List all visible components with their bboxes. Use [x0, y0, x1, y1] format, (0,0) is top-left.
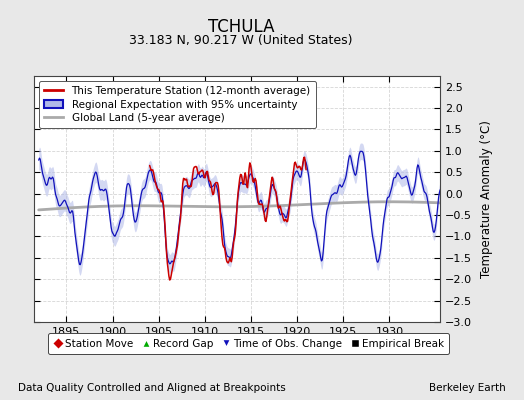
- Text: Data Quality Controlled and Aligned at Breakpoints: Data Quality Controlled and Aligned at B…: [18, 383, 286, 393]
- Text: Berkeley Earth: Berkeley Earth: [429, 383, 506, 393]
- Y-axis label: Temperature Anomaly (°C): Temperature Anomaly (°C): [481, 120, 494, 278]
- Legend: This Temperature Station (12-month average), Regional Expectation with 95% uncer: This Temperature Station (12-month avera…: [39, 81, 316, 128]
- Legend: Station Move, Record Gap, Time of Obs. Change, Empirical Break: Station Move, Record Gap, Time of Obs. C…: [48, 333, 450, 354]
- Text: TCHULA: TCHULA: [208, 18, 274, 36]
- Text: 33.183 N, 90.217 W (United States): 33.183 N, 90.217 W (United States): [129, 34, 353, 47]
